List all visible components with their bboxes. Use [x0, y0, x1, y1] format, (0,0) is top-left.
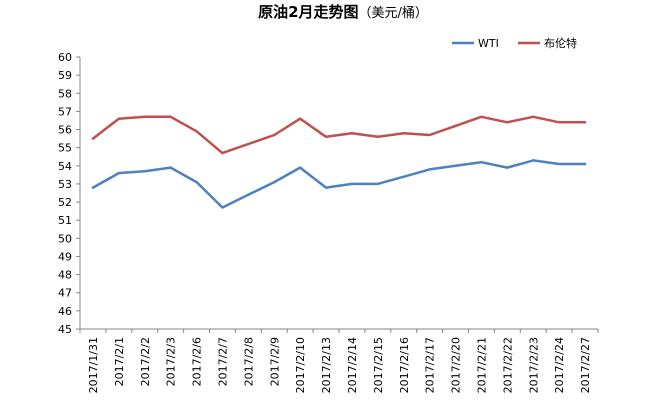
chart-title-unit: （美元/桶） [359, 6, 428, 21]
y-tick-label: 46 [58, 305, 72, 318]
series-line-1 [91, 115, 587, 155]
data-point [480, 160, 483, 164]
data-point [557, 162, 561, 166]
x-tick-label: 2017/2/27 [579, 337, 592, 393]
chart-title-main: 原油2月走势图 [258, 3, 358, 21]
y-tick-label: 52 [58, 196, 72, 209]
data-point [169, 115, 172, 119]
data-point [428, 168, 431, 171]
y-tick-label: 58 [58, 87, 72, 100]
y-tick-label: 54 [58, 160, 72, 173]
x-tick-label: 2017/2/14 [346, 337, 359, 393]
y-tick-label: 55 [58, 142, 72, 155]
y-axis: 45 46 47 48 49 50 51 52 53 54 55 56 57 58 59 60 [58, 51, 81, 336]
x-tick-label: 2017/2/10 [294, 337, 307, 393]
y-tick-label: 48 [58, 269, 72, 282]
data-point [91, 137, 95, 140]
x-tick-label: 2017/2/21 [475, 337, 488, 393]
y-tick-label: 57 [58, 105, 72, 118]
x-axis: 2017/1/31 2017/2/1 2017/2/2 2017/2/3 2017/2/… [79, 328, 599, 393]
data-point [532, 115, 535, 119]
data-point [376, 182, 380, 186]
data-point [506, 121, 509, 124]
data-point [557, 121, 561, 124]
y-tick-label: 60 [58, 51, 72, 64]
x-tick-label: 2017/2/22 [501, 337, 514, 393]
data-point [273, 180, 276, 184]
data-point [532, 159, 535, 162]
data-point [195, 130, 198, 133]
data-point [583, 162, 587, 166]
x-tick-label: 2017/2/13 [320, 337, 333, 393]
data-point [583, 121, 587, 124]
data-point [454, 124, 457, 128]
data-point [402, 175, 405, 178]
x-tick-label: 2017/1/31 [87, 337, 100, 393]
data-point [221, 151, 224, 155]
data-point [480, 115, 483, 119]
data-point [169, 166, 172, 169]
x-tick-label: 2017/2/3 [165, 337, 178, 386]
x-tick-label: 2017/2/1 [113, 337, 126, 386]
y-tick-label: 53 [58, 178, 72, 191]
data-point [298, 117, 302, 120]
x-tick-label: 2017/2/6 [191, 337, 204, 386]
data-point [298, 166, 302, 169]
data-point [324, 135, 328, 138]
y-tick-label: 45 [58, 323, 72, 336]
y-tick-label: 49 [58, 250, 72, 263]
data-point [195, 180, 198, 184]
x-tick-label: 2017/2/16 [398, 337, 411, 393]
data-point [143, 170, 146, 173]
x-tick-label: 2017/2/8 [242, 337, 255, 386]
plot-area [91, 115, 587, 209]
data-point [221, 206, 224, 209]
x-tick-label: 2017/2/7 [216, 337, 229, 386]
data-point [350, 182, 354, 186]
data-point [117, 171, 121, 175]
y-tick-label: 47 [58, 287, 72, 300]
data-point [324, 186, 328, 189]
legend: WTI 布伦特 [452, 36, 577, 50]
data-point [91, 186, 95, 189]
data-point [506, 166, 509, 169]
y-tick-label: 56 [58, 124, 72, 137]
legend-label: 布伦特 [544, 36, 577, 50]
data-point [117, 117, 121, 120]
x-tick-label: 2017/2/2 [139, 337, 152, 386]
legend-label: WTI [478, 37, 499, 50]
data-point [273, 133, 276, 137]
y-tick-label: 50 [58, 232, 72, 245]
data-point [247, 142, 250, 146]
x-tick-label: 2017/2/23 [527, 337, 540, 393]
series-line-0 [91, 159, 587, 209]
data-point [376, 135, 380, 138]
data-point [247, 193, 250, 197]
data-point [143, 115, 146, 119]
x-tick-label: 2017/2/24 [553, 337, 566, 393]
y-tick-label: 59 [58, 69, 72, 82]
x-tick-label: 2017/2/17 [424, 337, 437, 393]
y-tick-label: 51 [58, 214, 72, 227]
x-tick-label: 2017/2/20 [450, 337, 463, 393]
data-point [428, 133, 431, 137]
data-point [350, 131, 354, 135]
x-tick-label: 2017/2/9 [268, 337, 281, 386]
data-point [402, 131, 405, 135]
chart-title: 原油2月走势图（美元/桶） [258, 3, 428, 21]
data-point [454, 164, 457, 167]
x-tick-label: 2017/2/15 [372, 337, 385, 393]
